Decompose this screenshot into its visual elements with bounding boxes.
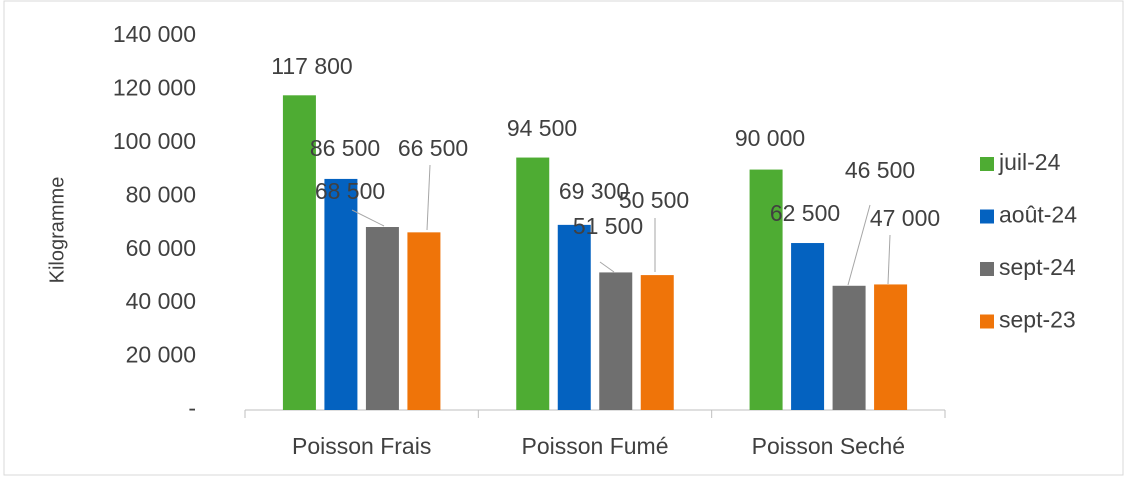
legend-label: sept-23 (999, 307, 1076, 333)
data-label: 90 000 (735, 125, 805, 151)
data-label: 86 500 (310, 135, 380, 161)
leader-line (426, 164, 431, 231)
leader-line (847, 204, 871, 286)
bar (324, 178, 358, 410)
bar (791, 243, 825, 410)
x-tick-label: Poisson Seché (752, 433, 905, 459)
bar (640, 275, 674, 410)
data-label: 50 500 (619, 187, 689, 213)
data-label: 62 500 (770, 200, 840, 226)
y-tick-label: 80 000 (126, 181, 196, 207)
bar (557, 224, 591, 410)
leader-line (351, 209, 385, 227)
leader-line (599, 261, 615, 273)
legend-label: août-24 (999, 202, 1077, 228)
y-tick-label: 140 000 (113, 21, 196, 47)
bar (749, 169, 783, 410)
y-tick-label: 120 000 (113, 75, 196, 101)
y-tick-label: - (188, 395, 196, 421)
y-axis-title: Kilogramme (46, 177, 68, 284)
legend-swatch (980, 314, 994, 329)
legend-swatch (980, 209, 994, 224)
bar (832, 285, 866, 410)
legend-label: juil-24 (998, 149, 1061, 175)
data-label: 68 500 (315, 178, 385, 204)
bar (599, 272, 633, 410)
data-label: 46 500 (845, 157, 915, 183)
bar (365, 227, 399, 410)
legend-swatch (980, 157, 994, 171)
x-tick-label: Poisson Frais (292, 433, 431, 459)
data-label: 69 300 (559, 178, 629, 204)
data-label: 94 500 (507, 115, 577, 141)
chart-border (3, 0, 1124, 476)
bar (516, 157, 550, 410)
y-tick-label: 100 000 (113, 128, 196, 154)
legend-label: sept-24 (999, 254, 1076, 280)
leader-line (887, 234, 891, 285)
x-tick-label: Poisson Fumé (521, 433, 668, 459)
bar (407, 232, 441, 410)
bar (874, 284, 908, 410)
y-tick-label: 40 000 (126, 288, 196, 314)
y-tick-label: 20 000 (126, 342, 196, 368)
data-label: 47 000 (870, 205, 940, 231)
legend-swatch (980, 262, 994, 276)
bar (282, 95, 316, 410)
y-tick-label: 60 000 (126, 235, 196, 261)
data-label: 51 500 (573, 213, 643, 239)
data-label: 66 500 (398, 135, 468, 161)
data-label: 117 800 (271, 53, 352, 79)
